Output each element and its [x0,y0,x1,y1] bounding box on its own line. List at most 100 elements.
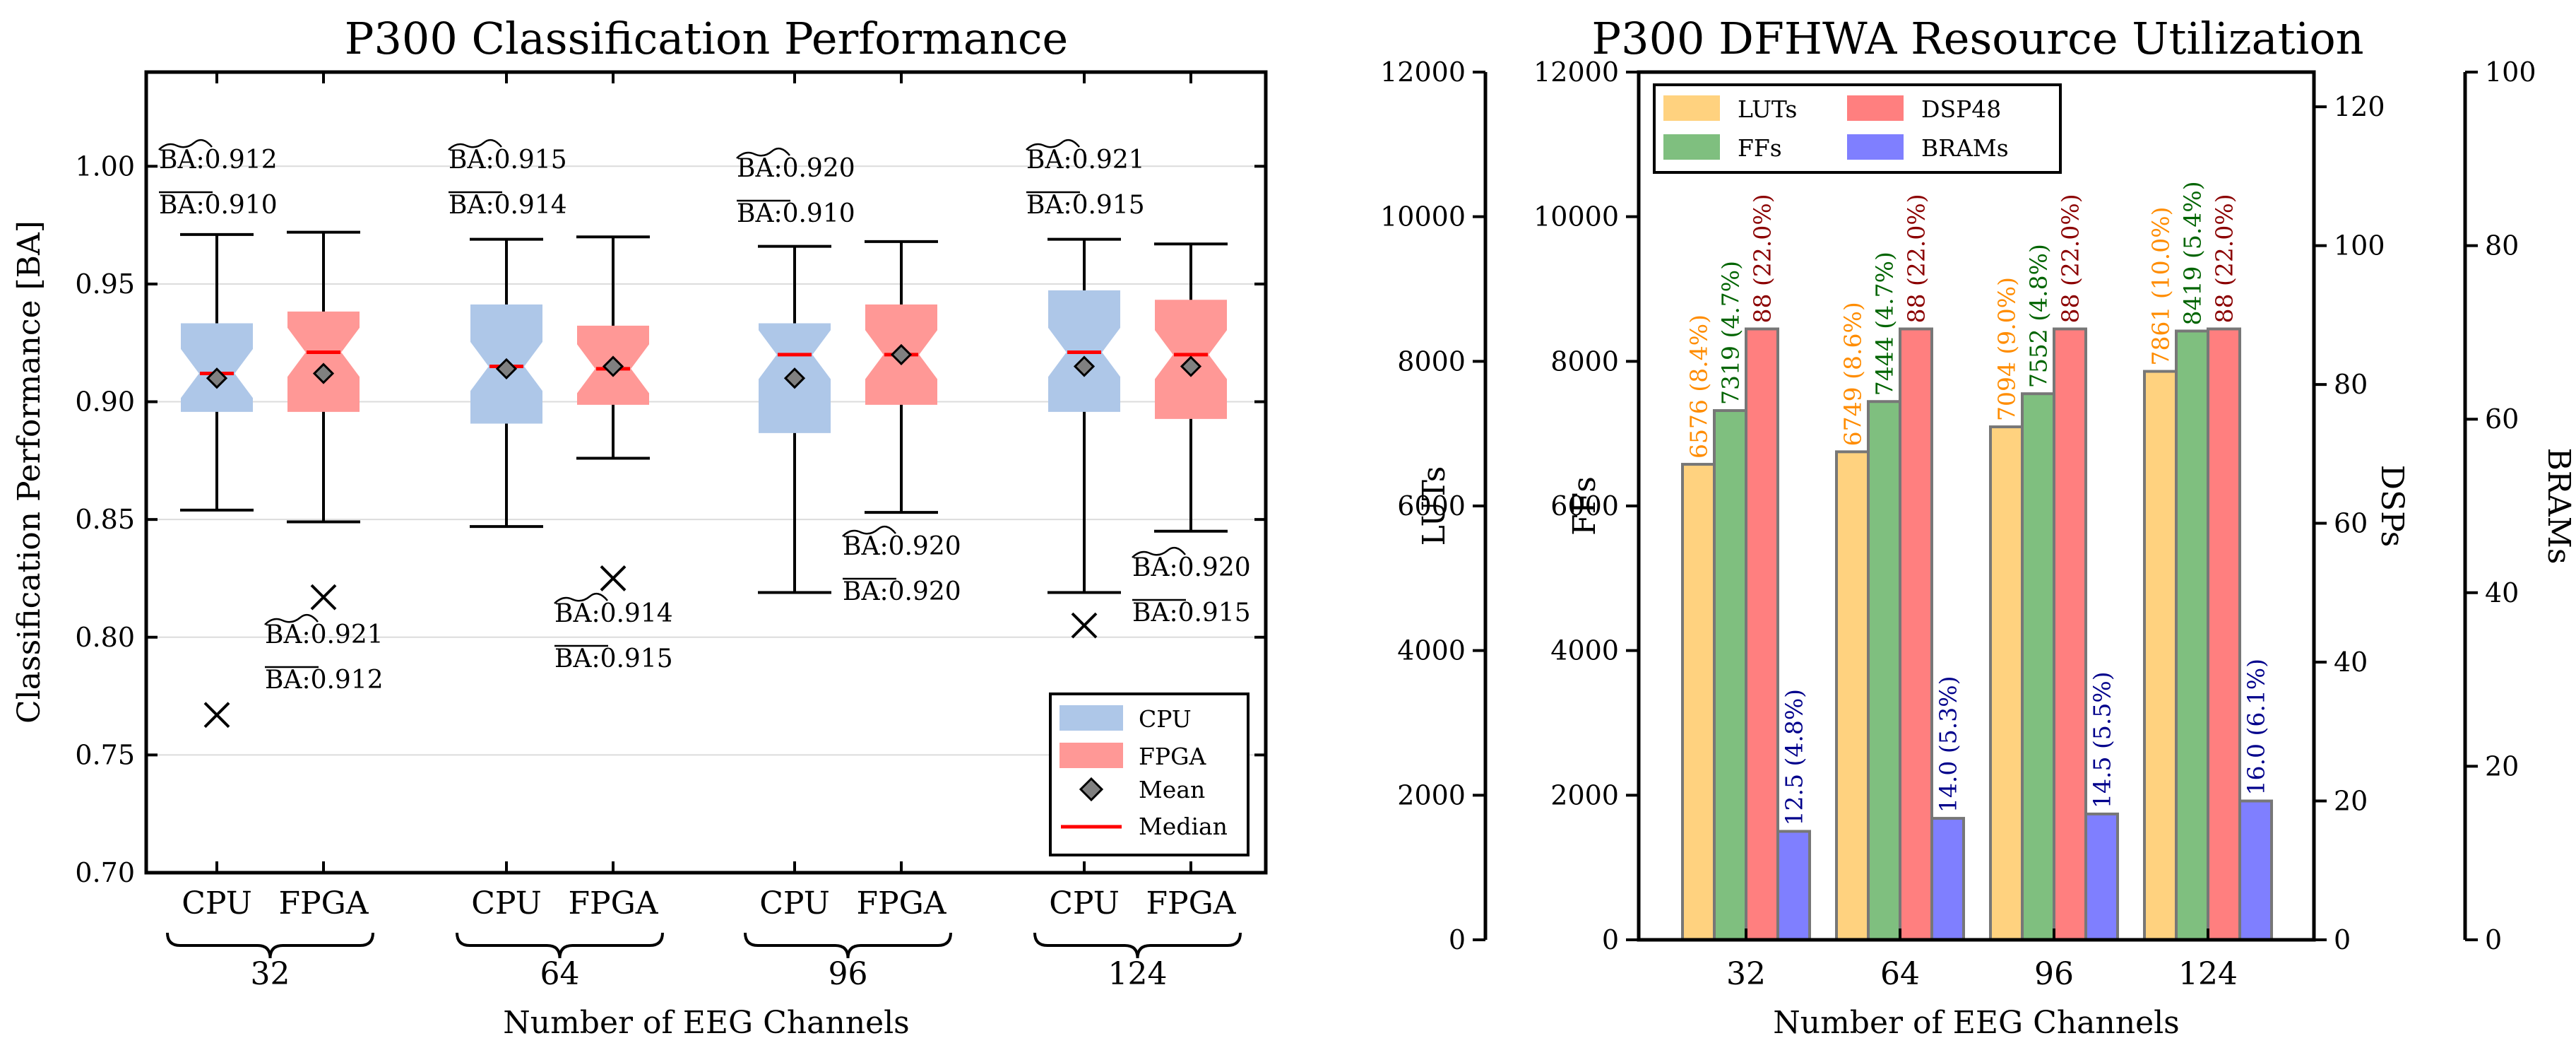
x-tick-label: 64 [1880,956,1920,992]
dsps-tick-label: 40 [2334,647,2368,678]
box-chart-x-label: Number of EEG Channels [503,1005,910,1041]
ffs-value-label: 7444 (4.7%) [1871,252,1899,396]
luts-value-label: 7094 (9.0%) [1993,277,2021,421]
bar-chart-frame [1637,70,2316,942]
ffs-value-label: 8419 (5.4%) [2179,181,2207,325]
outlier-marker [600,565,627,591]
dsps-tick-label: 0 [2334,924,2351,955]
y-tick-label: 0.90 [75,387,135,418]
legend-cpu-swatch [1060,705,1123,731]
median-annotation: BA:0.915 [449,146,567,175]
mean-marker [1180,355,1202,377]
bar-chart-legend: LUTs FFs DSP48 BRAMs [1653,83,2062,174]
luts-tick-label: 8000 [1397,346,1466,377]
brams-bar [1930,817,1965,941]
x-tick-label: 124 [2178,956,2238,992]
luts-value-label: 6749 (8.6%) [1839,302,1867,446]
group-brace [166,932,374,959]
median-annotation: BA:0.920 [843,532,961,561]
y-tick-label: 0.70 [75,857,135,888]
luts-value-label: 7861 (10.0%) [2147,206,2175,365]
legend-cpu-label: CPU [1139,705,1192,733]
mean-marker [312,363,335,384]
ffs-bar [1713,409,1747,941]
group-brace [1033,932,1242,959]
dsp48-bar [1745,327,1779,942]
dsps-tick-label: 120 [2334,91,2385,122]
ffs-tick-label: 0 [1602,924,1619,955]
legend-brams-swatch [1847,134,1904,160]
median-tilde-mark [448,138,502,151]
x-tick-label: FPGA [278,885,369,921]
legend-dsp48-swatch [1847,95,1904,121]
legend-mean-label: Mean [1139,776,1205,803]
luts-tick-label: 12000 [1380,57,1466,88]
mean-annotation: BA:0.915 [1132,599,1251,627]
brams-bar [1776,830,1811,941]
x-tick-label: CPU [182,885,252,921]
luts-bar [1835,450,1870,941]
brams-tick-label: 60 [2485,403,2519,435]
brams-value-label: 12.5 (4.8%) [1781,689,1808,826]
brams-bar [2084,812,2119,941]
brams-value-label: 14.0 (5.3%) [1935,676,1962,813]
outlier-marker [203,702,230,729]
box-chart-frame [144,70,1268,875]
ffs-tick-label: 12000 [1533,57,1619,88]
x-tick-label: 96 [2034,956,2074,992]
brams-axis-label: BRAMs [2541,448,2576,565]
outlier-marker [1071,612,1098,639]
legend-ffs-label: FFs [1738,134,1782,162]
x-tick-label: FPGA [1146,885,1236,921]
y-tick-label: 1.00 [75,151,135,182]
legend-ffs-swatch [1663,134,1720,160]
legend-mean-marker [1079,777,1104,802]
box-chart-y-label: Classification Performance [BA] [11,220,47,724]
dsp48-value-label: 88 (22.0%) [1749,194,1776,323]
mean-marker [890,343,913,366]
mean-annotation: BA:0.910 [737,199,855,228]
legend-brams-label: BRAMs [1921,134,2009,162]
bar-chart-x-axis: 32 64 96 124 [1726,929,2238,992]
x-tick-label: 32 [1726,956,1766,992]
mean-marker [602,355,624,377]
dsp48-bar [1899,327,1933,942]
median-annotation: BA:0.921 [265,620,384,649]
brams-bar [2238,799,2273,942]
box-chart-title: P300 Classification Performance [345,13,1068,64]
luts-tick-label: 2000 [1397,779,1466,811]
legend-fpga-label: FPGA [1139,743,1206,770]
ffs-tick-label: 10000 [1533,201,1619,232]
median-tilde-mark [1026,138,1080,151]
dsps-tick-label: 100 [2334,230,2385,261]
mean-marker [206,367,228,389]
dsp48-value-label: 88 (22.0%) [2057,194,2084,323]
group-channel-label: 64 [540,956,580,992]
mean-annotation: BA:0.912 [265,666,384,695]
y-tick-label: 0.75 [75,739,135,770]
box-chart-annotations: BA:0.912 BA:0.910 BA:0.921 BA:0.912 BA:0.915… [158,138,1251,695]
median-tilde-mark [554,592,608,604]
ffs-bar [2175,329,2209,941]
luts-tick-label: 0 [1449,924,1466,955]
box-chart-x-axis: CPU FPGA 32 CPU FPGA 64 CPU FPGA 96 CPU FPGA 124 [166,72,1242,992]
luts-bar [2143,370,2178,941]
luts-tick-label: 10000 [1380,201,1466,232]
brams-value-label: 14.5 (5.5%) [2089,671,2116,808]
mean-annotation: BA:0.910 [159,191,278,220]
mean-annotation: BA:0.914 [449,191,567,220]
legend-luts-swatch [1663,95,1720,121]
ffs-value-label: 7552 (4.8%) [2025,244,2053,388]
ffs-tick-label: 6000 [1550,490,1619,521]
brams-tick-label: 80 [2485,230,2519,261]
dsps-tick-label: 60 [2334,508,2368,539]
legend-dsp48-label: DSP48 [1921,95,2001,123]
median-annotation: BA:0.920 [737,154,855,183]
ffs-value-label: 7319 (4.7%) [1717,261,1745,405]
mean-marker [495,358,518,379]
brams-tick-label: 100 [2485,57,2536,88]
x-tick-label: FPGA [568,885,658,921]
ffs-bar [2021,392,2055,941]
mean-marker [1073,355,1096,377]
